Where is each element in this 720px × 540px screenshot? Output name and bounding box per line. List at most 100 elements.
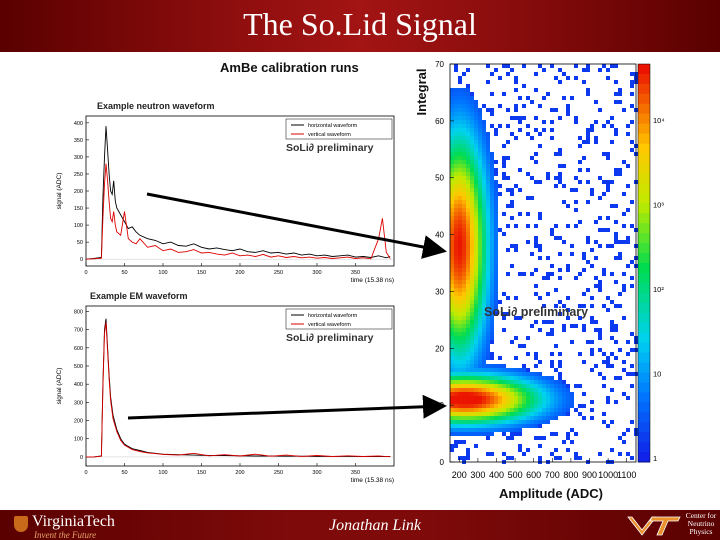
heatmap-cell (530, 404, 534, 408)
heatmap-cell (494, 296, 498, 300)
heatmap-cell (478, 168, 482, 172)
heatmap-cell (462, 312, 466, 316)
heatmap-cell (538, 456, 542, 460)
heatmap-cell (490, 252, 494, 256)
colorbar-segment (638, 233, 650, 244)
colorbar-segment (638, 183, 650, 194)
heatmap-cell (470, 236, 474, 240)
heatmap-cell (570, 340, 574, 344)
heatmap-cell (558, 236, 562, 240)
heatmap-cell (450, 228, 454, 232)
heatmap-cell (490, 176, 494, 180)
heatmap-cell (518, 128, 522, 132)
heatmap-cell (470, 304, 474, 308)
heatmap-cell (454, 172, 458, 176)
heatmap-cell (494, 272, 498, 276)
heatmap-cell (450, 152, 454, 156)
heatmap-cell (518, 432, 522, 436)
heatmap-cell (474, 400, 478, 404)
heatmap-cell (594, 100, 598, 104)
heatmap-cell (514, 380, 518, 384)
heatmap-cell (454, 392, 458, 396)
heatmap-cell (482, 372, 486, 376)
heatmap-cell (466, 232, 470, 236)
heatmap-cell (462, 420, 466, 424)
heatmap-cell (466, 432, 470, 436)
heatmap-cell (450, 328, 454, 332)
heatmap-cell (558, 252, 562, 256)
em-legend (285, 308, 393, 330)
heatmap-cell (482, 220, 486, 224)
colorbar-segment (638, 392, 650, 403)
heatmap-cell (458, 240, 462, 244)
heatmap-cell (478, 196, 482, 200)
heatmap-cell (550, 228, 554, 232)
em-plot-title: Example EM waveform (90, 291, 188, 301)
heatmap-cell (510, 116, 514, 120)
heatmap-cell (462, 196, 466, 200)
heatmap-cell (462, 384, 466, 388)
heatmap-cell (566, 436, 570, 440)
heatmap-cell (550, 400, 554, 404)
neutron-y-tick-label: 50 (77, 240, 83, 246)
em-y-tick-label: 0 (80, 455, 83, 461)
heatmap-cell (454, 336, 458, 340)
heatmap-cell (518, 412, 522, 416)
colorbar-segment (638, 312, 650, 324)
heatmap-cell (534, 396, 538, 400)
heatmap-cell (470, 432, 474, 436)
heatmap-cell (478, 224, 482, 228)
heatmap-cell (502, 372, 506, 376)
heatmap-cell (466, 196, 470, 200)
heatmap-cell (530, 136, 534, 140)
heatmap-cell (506, 224, 510, 228)
heatmap-cell (550, 320, 554, 324)
heatmap-cell (554, 412, 558, 416)
colorbar-segment (638, 432, 650, 443)
heatmap-cell (530, 392, 534, 396)
heatmap-cell (518, 372, 522, 376)
heatmap-cell (550, 108, 554, 112)
heatmap-cell (458, 100, 462, 104)
heatmap-cell (502, 212, 506, 216)
heatmap-cell (486, 376, 490, 380)
heatmap-cell (466, 412, 470, 416)
heatmap-cell (478, 408, 482, 412)
heatmap-cell (478, 392, 482, 396)
heatmap-cell (482, 184, 486, 188)
heatmap-cell (458, 276, 462, 280)
heatmap-cell (598, 68, 602, 72)
heatmap-cell (490, 272, 494, 276)
heatmap-cell (478, 184, 482, 188)
heatmap-cell (470, 380, 474, 384)
heatmap-cell (466, 272, 470, 276)
heatmap-cell (450, 96, 454, 100)
heatmap-cell (498, 404, 502, 408)
heatmap-cell (590, 340, 594, 344)
heatmap-cell (470, 260, 474, 264)
heatmap-cell (498, 104, 502, 108)
heatmap-cell (450, 420, 454, 424)
heatmap-cell (474, 328, 478, 332)
heatmap-cell (470, 280, 474, 284)
heatmap-cell (490, 196, 494, 200)
heatmap-cell (470, 372, 474, 376)
heatmap-cell (458, 80, 462, 84)
heatmap-cell (482, 192, 486, 196)
heatmap-cell (582, 416, 586, 420)
heatmap-cell (450, 108, 454, 112)
heatmap-cell (534, 320, 538, 324)
heatmap-cell (490, 388, 494, 392)
heatmap-cell (582, 360, 586, 364)
colorbar-segment (638, 452, 650, 463)
heatmap-cell (474, 352, 478, 356)
heatmap-cell (458, 316, 462, 320)
heatmap-cell (466, 100, 470, 104)
heatmap-cell (566, 308, 570, 312)
heatmap-cell (466, 416, 470, 420)
heatmap-cell (526, 172, 530, 176)
heatmap-cell (526, 240, 530, 244)
heatmap-cell (478, 188, 482, 192)
heatmap-cell (462, 352, 466, 356)
heatmap-cell (482, 188, 486, 192)
